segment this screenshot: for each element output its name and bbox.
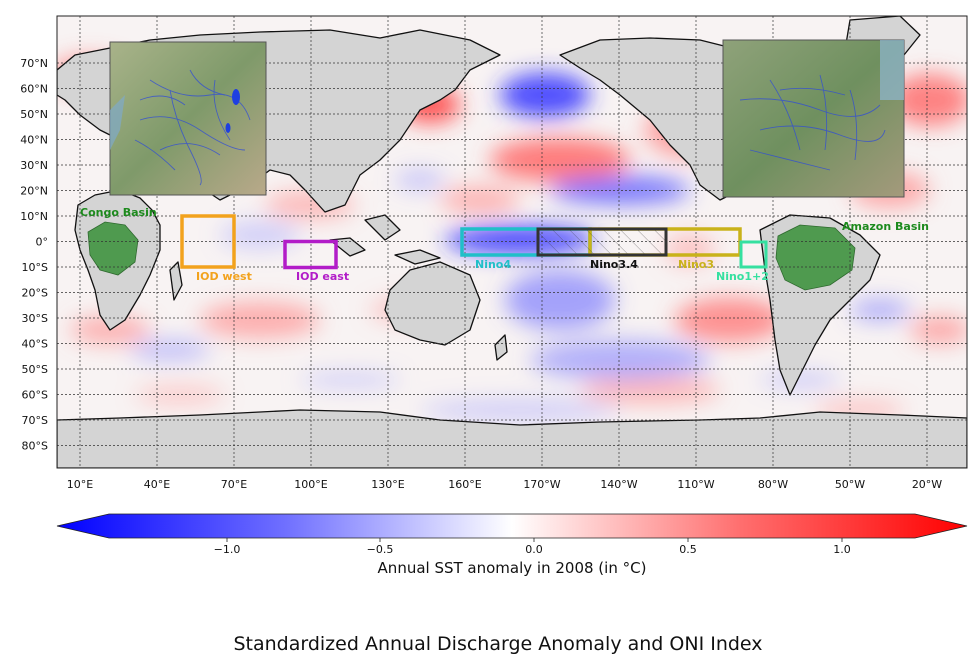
colorbar-label: Annual SST anomaly in 2008 (in °C)	[378, 559, 647, 577]
nino3-label: Nino3	[678, 258, 714, 271]
congo-inset	[109, 41, 267, 196]
lat-tick: 50°S	[22, 363, 48, 376]
iod-west-box	[180, 214, 236, 269]
colorbar: −1.0 −0.5 0.0 0.5 1.0 Annual SST anomaly…	[56, 513, 968, 577]
nino34-box	[536, 227, 668, 257]
lat-tick: 40°S	[22, 338, 48, 351]
iod-east-box	[283, 239, 338, 270]
lon-tick: 10°E	[67, 478, 93, 491]
iod-west-label: IOD west	[196, 270, 252, 283]
nino12-box	[739, 240, 768, 269]
nino34-label: Nino3.4	[590, 258, 638, 271]
colorbar-tick-label: −1.0	[214, 543, 241, 556]
lat-axis: 70°N 60°N 50°N 40°N 30°N 20°N 10°N 0° 10…	[20, 57, 48, 453]
lat-tick: 10°N	[20, 210, 48, 223]
lat-tick: 10°S	[22, 261, 48, 274]
colorbar-tick-label: −0.5	[367, 543, 394, 556]
lon-tick: 50°W	[835, 478, 865, 491]
colorbar-ticks	[226, 538, 843, 542]
congo-basin-label: Congo Basin	[80, 206, 157, 219]
amazon-basin-label: Amazon Basin	[842, 220, 929, 233]
colorbar-gradient	[56, 513, 968, 539]
iod-east-label: IOD east	[296, 270, 349, 283]
lat-tick: 30°S	[22, 312, 48, 325]
amazon-inset	[722, 39, 905, 198]
lon-tick: 40°E	[144, 478, 170, 491]
lon-tick: 160°E	[448, 478, 481, 491]
nino12-label: Nino1+2	[716, 270, 769, 283]
map-frame	[56, 15, 968, 469]
lon-tick: 130°E	[371, 478, 404, 491]
lon-tick: 110°W	[677, 478, 714, 491]
lon-tick: 140°W	[600, 478, 637, 491]
congo-basin-shape	[87, 221, 139, 276]
lon-tick: 20°W	[912, 478, 942, 491]
lat-tick: 40°N	[20, 134, 48, 147]
map-area: Congo Basin Amazon Basin IOD west IOD ea…	[57, 16, 967, 468]
lon-axis: 10°E 40°E 70°E 100°E 130°E 160°E 170°W 1…	[67, 478, 943, 491]
lon-tick: 170°W	[523, 478, 560, 491]
colorbar-tick-label: 0.0	[525, 543, 543, 556]
lat-tick: 70°N	[20, 57, 48, 70]
colorbar-tick-label: 0.5	[679, 543, 697, 556]
lat-tick: 80°S	[22, 440, 48, 453]
lat-tick: 20°N	[20, 185, 48, 198]
lon-tick: 70°E	[221, 478, 247, 491]
lat-tick: 60°N	[20, 83, 48, 96]
lat-tick: 20°S	[22, 287, 48, 300]
amazon-basin-shape	[775, 224, 856, 291]
nino4-label: Nino4	[475, 258, 511, 271]
lat-tick: 50°N	[20, 108, 48, 121]
bottom-title: Standardized Annual Discharge Anomaly an…	[233, 633, 762, 655]
lat-tick: 70°S	[22, 414, 48, 427]
lat-tick: 30°N	[20, 159, 48, 172]
colorbar-tick-label: 1.0	[833, 543, 851, 556]
lon-tick: 100°E	[294, 478, 327, 491]
lat-tick: 0°	[36, 236, 49, 249]
lon-tick: 80°W	[758, 478, 788, 491]
lat-tick: 60°S	[22, 389, 48, 402]
